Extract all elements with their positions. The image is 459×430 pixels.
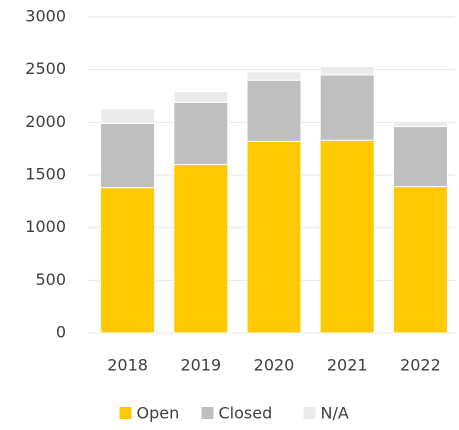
bar-segment [246, 71, 302, 81]
bar-segment [173, 91, 229, 103]
legend-label: Open [137, 404, 180, 423]
bar-segment [173, 163, 229, 334]
x-tick-label: 2019 [180, 356, 221, 375]
x-tick-label: 2020 [254, 356, 295, 375]
bar-segment [392, 186, 448, 334]
legend-swatch [303, 407, 316, 419]
x-tick-label: 2018 [107, 356, 148, 375]
y-tick-label: 500 [35, 270, 66, 289]
bar-segment [246, 79, 302, 142]
bar-segment [100, 187, 156, 334]
legend-label: N/A [321, 404, 349, 423]
bar-segment [319, 74, 375, 141]
y-tick-label: 0 [56, 323, 66, 342]
legend-swatch [119, 407, 132, 419]
x-tick-label: 2021 [327, 356, 368, 375]
legend-swatch [201, 407, 214, 419]
y-tick-label: 2000 [25, 112, 66, 131]
y-tick-label: 1000 [25, 217, 66, 236]
y-tick-label: 1500 [25, 165, 66, 184]
y-tick-label: 3000 [25, 7, 66, 26]
bar-segment [246, 140, 302, 334]
bar-segment [100, 108, 156, 124]
legend-label: Closed [219, 404, 273, 423]
bar-segment [392, 120, 448, 128]
bar-segment [319, 66, 375, 76]
y-tick-label: 2500 [25, 59, 66, 78]
x-tick-label: 2022 [400, 356, 441, 375]
bar-segment [319, 139, 375, 334]
bar-segment [392, 126, 448, 188]
bar-segment [173, 101, 229, 165]
bar-segment [100, 122, 156, 189]
